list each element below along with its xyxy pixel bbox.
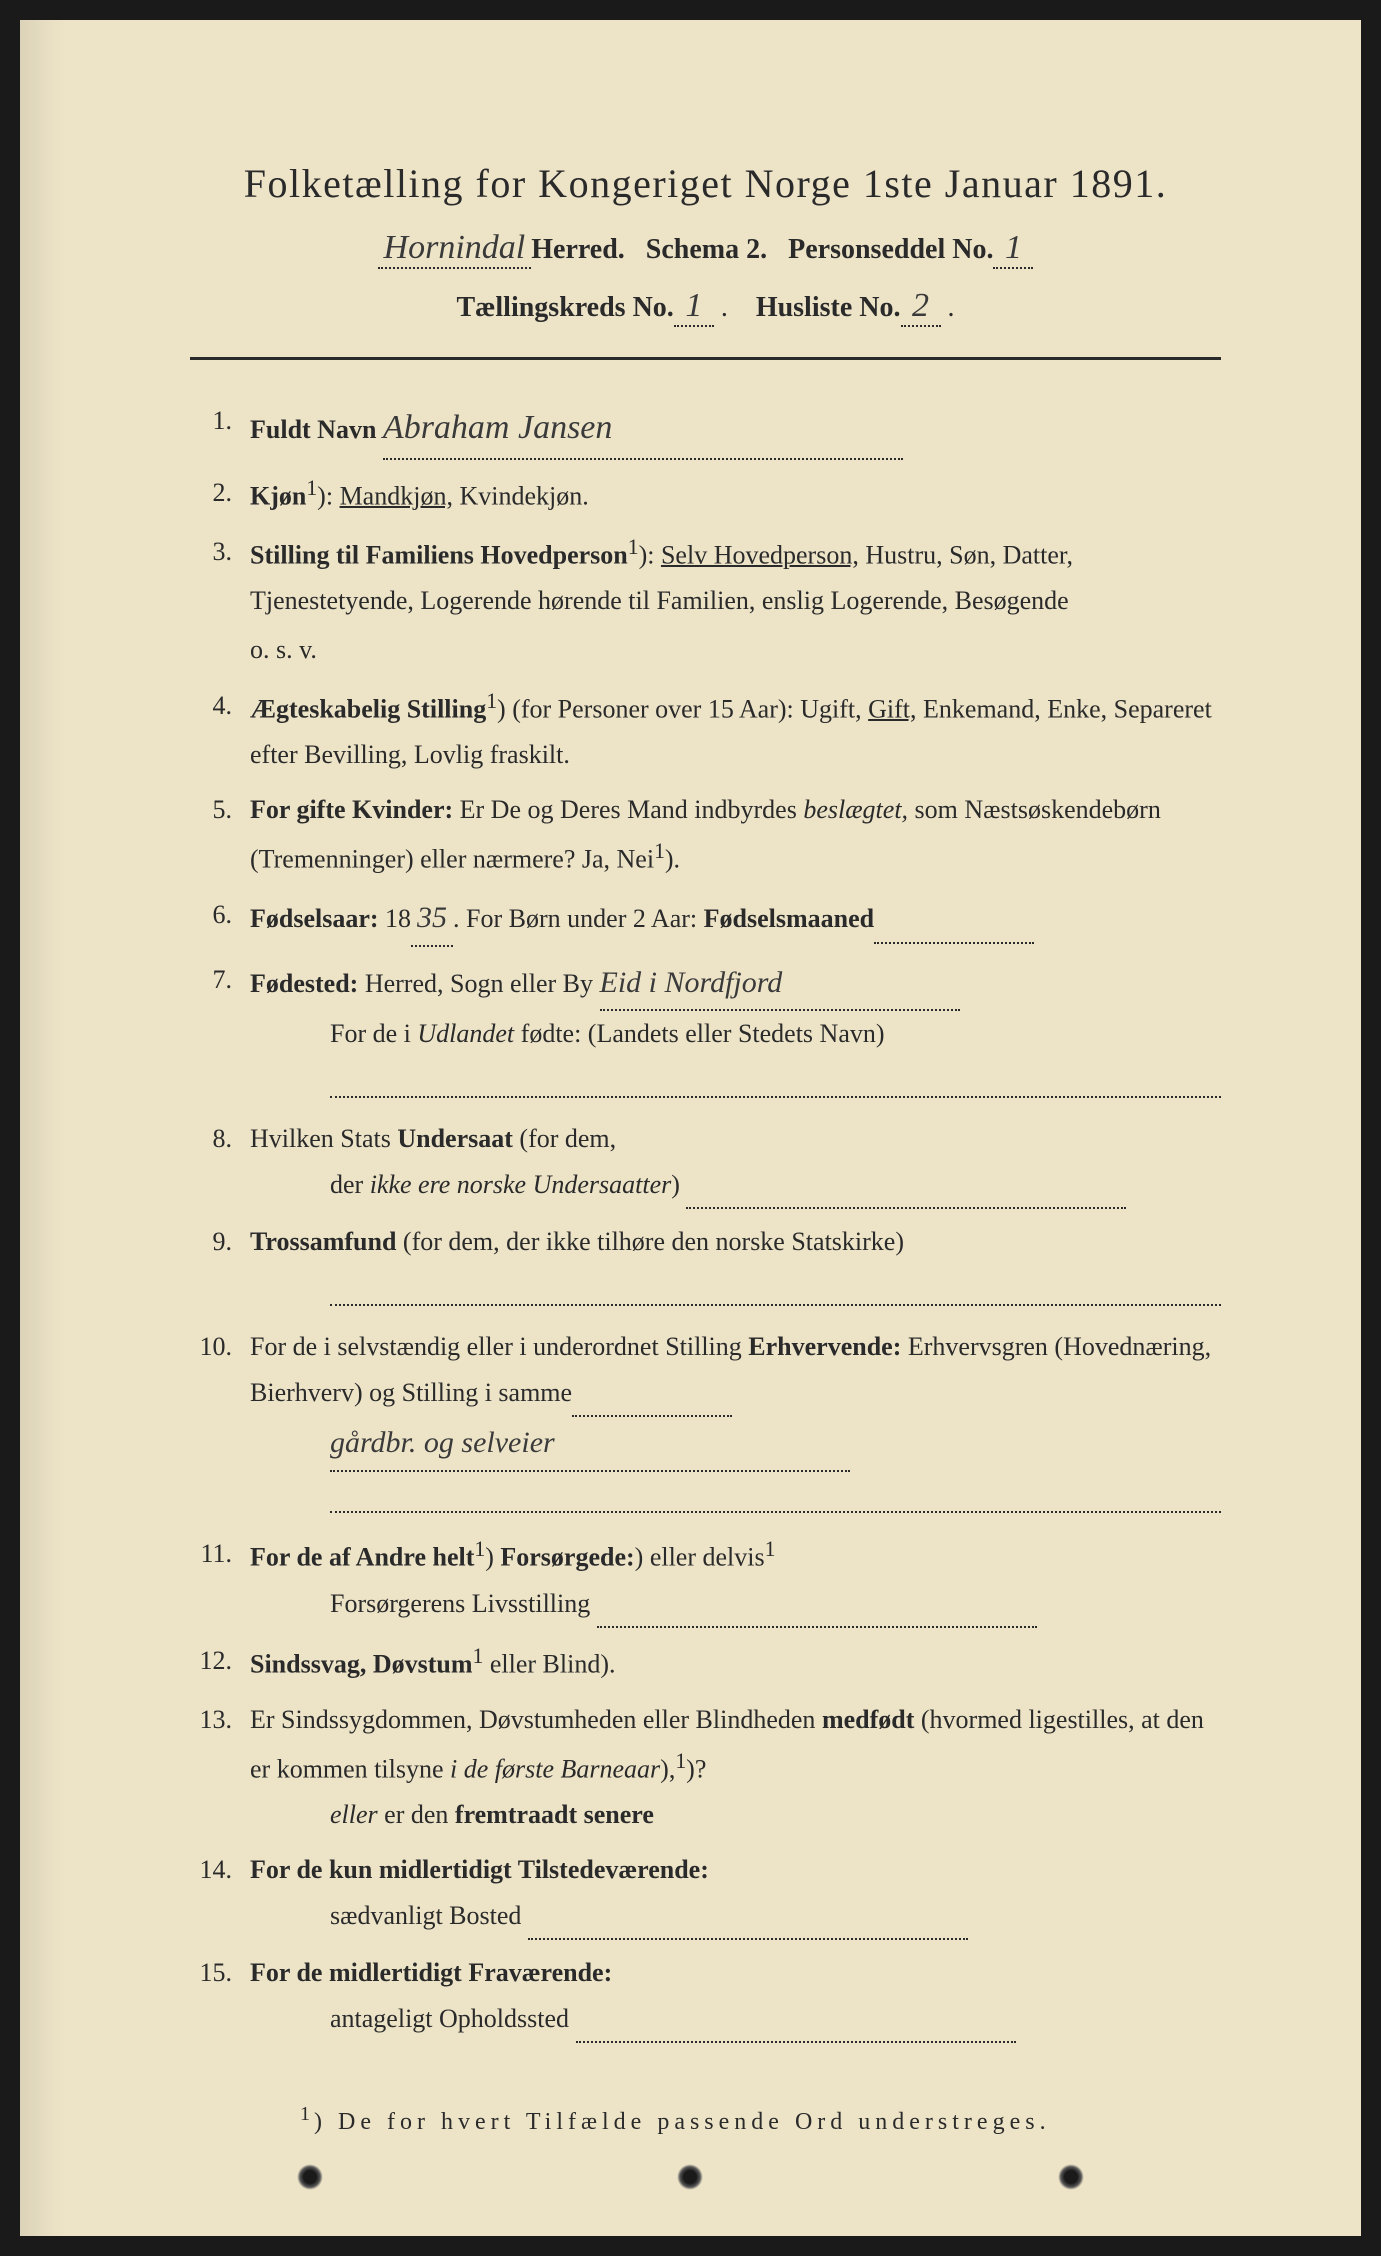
footnote: 1) De for hvert Tilfælde passende Ord un… [190,2103,1221,2136]
item-number: 7. [190,957,250,1107]
header-line-2: HornindalHerred. Schema 2. Personseddel … [190,229,1221,269]
item-number: 6. [190,892,250,947]
item-number: 10. [190,1324,250,1521]
item-body: Fødested: Herred, Sogn eller By Eid i No… [250,957,1221,1107]
item-number: 5. [190,787,250,882]
item-number: 15. [190,1950,250,2043]
item-number: 8. [190,1116,250,1209]
census-form-page: Folketælling for Kongeriget Norge 1ste J… [20,20,1361,2236]
herred-label: Herred. [531,234,625,265]
item-number: 4. [190,683,250,778]
item-body: For de i selvstændig eller i underordnet… [250,1324,1221,1521]
item-number: 3. [190,529,250,673]
form-header: Folketælling for Kongeriget Norge 1ste J… [190,160,1221,327]
form-item: 1.Fuldt Navn Abraham Jansen [190,398,1221,460]
item-number: 13. [190,1697,250,1837]
item-body: For de midlertidigt Fraværende:antagelig… [250,1950,1221,2043]
kreds-label: Tællingskreds No. [456,292,673,323]
form-items: 1.Fuldt Navn Abraham Jansen2.Kjøn1): Man… [190,398,1221,2043]
husliste-label: Husliste No. [756,292,901,323]
item-body: Kjøn1): Mandkjøn, Kvindekjøn. [250,470,1221,519]
item-body: For de af Andre helt1) Forsørgede:) elle… [250,1531,1221,1628]
footnote-sup: 1 [300,2103,314,2125]
item-body: Trossamfund (for dem, der ikke tilhøre d… [250,1219,1221,1314]
hole-icon [297,2164,323,2190]
form-item: 4.Ægteskabelig Stilling1) (for Personer … [190,683,1221,778]
form-item: 2.Kjøn1): Mandkjøn, Kvindekjøn. [190,470,1221,519]
personseddel-label: Personseddel No. [788,234,993,265]
husliste-no: 2 [901,287,941,327]
item-body: Er Sindssygdommen, Døvstumheden eller Bl… [250,1697,1221,1837]
form-item: 6.Fødselsaar: 1835. For Børn under 2 Aar… [190,892,1221,947]
hole-icon [1058,2164,1084,2190]
item-body: Ægteskabelig Stilling1) (for Personer ov… [250,683,1221,778]
binding-holes [20,2164,1361,2190]
form-item: 15.For de midlertidigt Fraværende:antage… [190,1950,1221,2043]
item-number: 11. [190,1531,250,1628]
form-item: 12.Sindssvag, Døvstum1 eller Blind). [190,1638,1221,1687]
item-number: 14. [190,1847,250,1940]
form-item: 13.Er Sindssygdommen, Døvstumheden eller… [190,1697,1221,1837]
item-body: For gifte Kvinder: Er De og Deres Mand i… [250,787,1221,882]
form-item: 3.Stilling til Familiens Hovedperson1): … [190,529,1221,673]
kreds-no: 1 [674,287,714,327]
form-item: 7.Fødested: Herred, Sogn eller By Eid i … [190,957,1221,1107]
form-item: 9.Trossamfund (for dem, der ikke tilhøre… [190,1219,1221,1314]
hole-icon [677,2164,703,2190]
item-body: Hvilken Stats Undersaat (for dem,der ikk… [250,1116,1221,1209]
item-number: 12. [190,1638,250,1687]
header-line-3: Tællingskreds No.1 . Husliste No.2 . [190,287,1221,327]
form-title: Folketælling for Kongeriget Norge 1ste J… [190,160,1221,207]
form-item: 11.For de af Andre helt1) Forsørgede:) e… [190,1531,1221,1628]
form-item: 10.For de i selvstændig eller i underord… [190,1324,1221,1521]
divider-rule [190,357,1221,360]
item-number: 1. [190,398,250,460]
schema-label: Schema 2. [646,234,767,265]
personseddel-no: 1 [993,229,1033,269]
form-item: 5.For gifte Kvinder: Er De og Deres Mand… [190,787,1221,882]
item-number: 2. [190,470,250,519]
herred-name-handwritten: Hornindal [378,229,532,269]
item-body: For de kun midlertidigt Tilstedeværende:… [250,1847,1221,1940]
item-body: Stilling til Familiens Hovedperson1): Se… [250,529,1221,673]
form-item: 14.For de kun midlertidigt Tilstedeværen… [190,1847,1221,1940]
item-number: 9. [190,1219,250,1314]
footnote-text: ) De for hvert Tilfælde passende Ord und… [314,2109,1051,2135]
form-item: 8.Hvilken Stats Undersaat (for dem,der i… [190,1116,1221,1209]
item-body: Fødselsaar: 1835. For Børn under 2 Aar: … [250,892,1221,947]
item-body: Sindssvag, Døvstum1 eller Blind). [250,1638,1221,1687]
item-body: Fuldt Navn Abraham Jansen [250,398,1221,460]
